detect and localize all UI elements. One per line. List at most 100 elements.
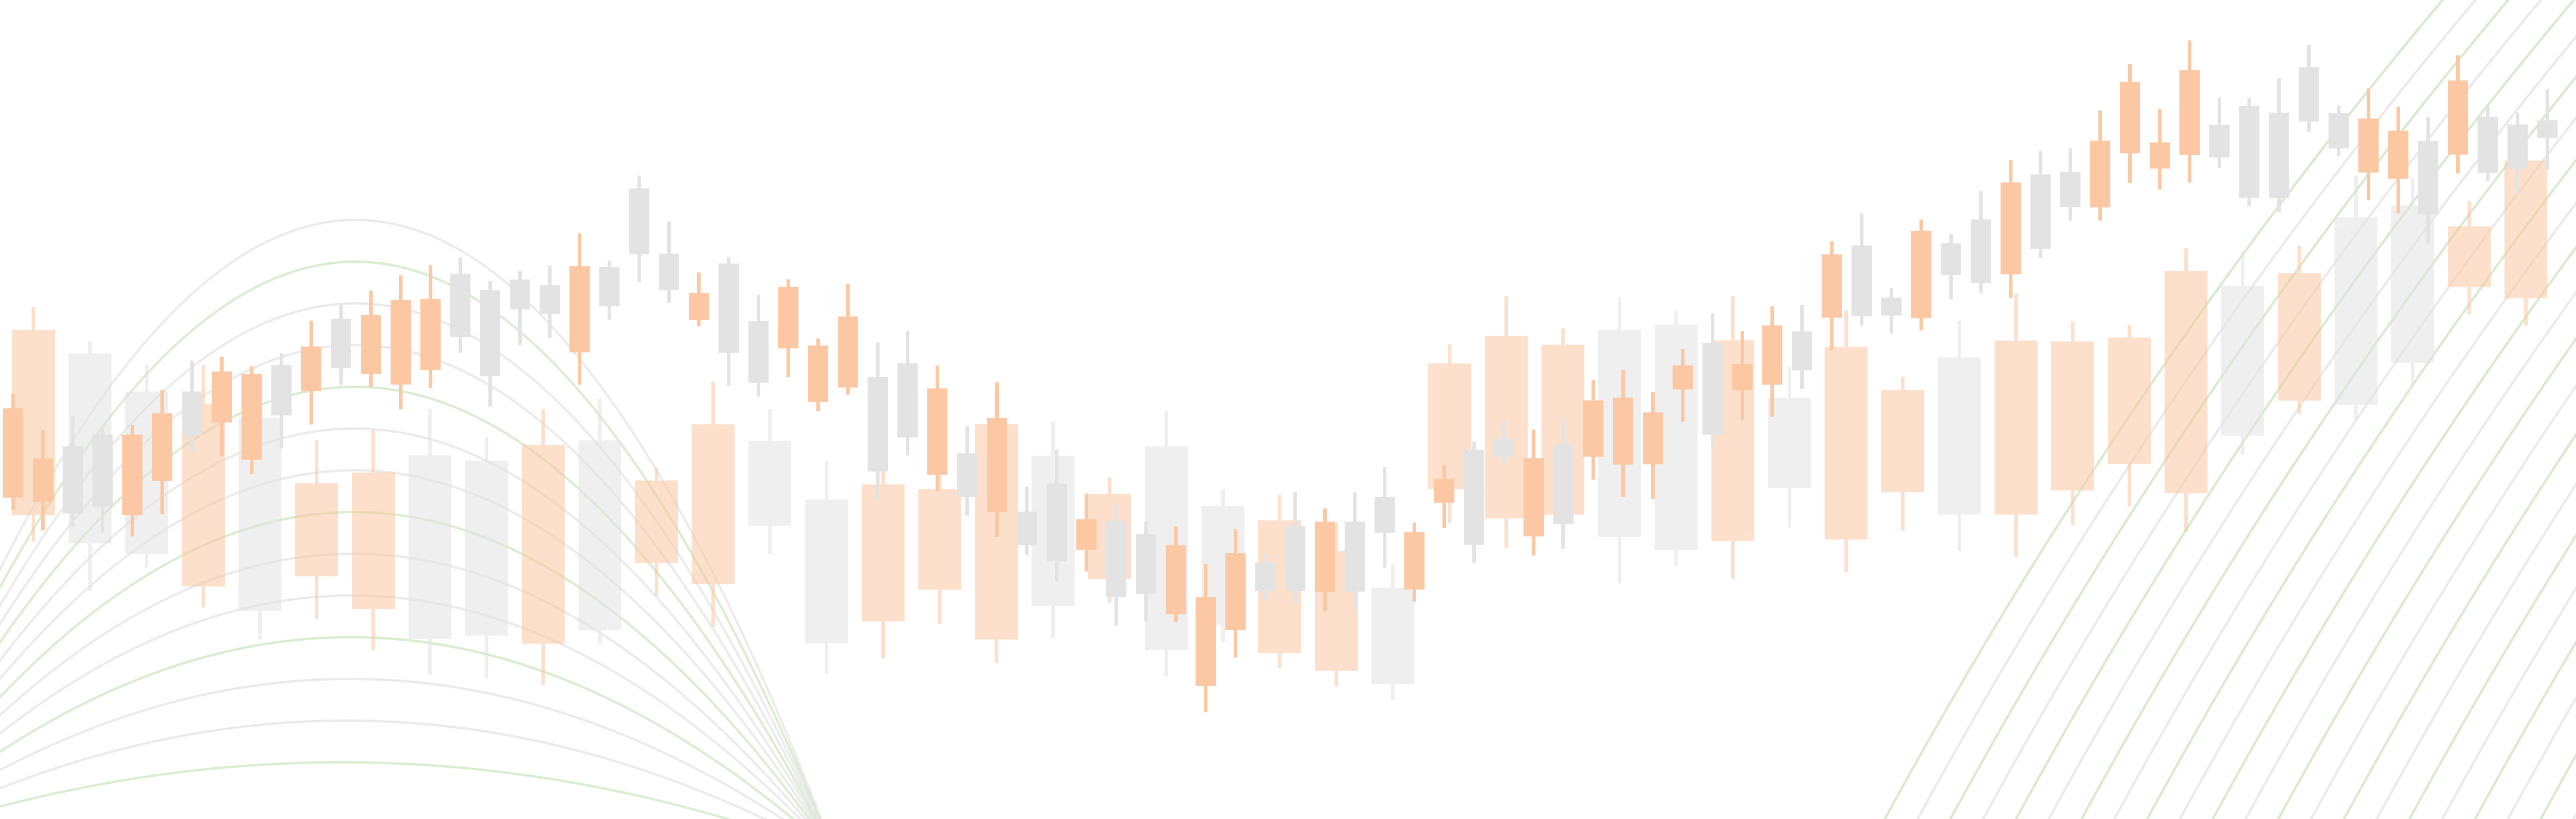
candle-body [1825,346,1868,540]
bullish-candle [391,275,411,410]
bullish-candle [301,321,321,425]
candle-body [1613,398,1633,465]
candle-body [808,345,828,402]
curve-line [2178,201,2576,819]
curve-line [2441,586,2576,819]
bearish-candle [1938,320,1981,551]
candle-body [182,391,202,436]
bearish-candle [629,175,649,283]
candle-body [748,321,769,383]
candle-body [868,377,888,472]
bullish-candle [3,393,23,510]
bearish-candle [182,360,202,451]
bearish-candle [1881,287,1902,334]
bearish-candle [659,221,679,303]
bearish-candle [2478,107,2498,181]
candle-body [2507,124,2528,169]
bullish-candle [1711,296,1754,579]
bearish-candle [1136,522,1156,622]
candle-body [578,440,621,631]
bullish-candle [1995,293,2038,557]
candle-body [2537,120,2558,138]
candle-body [1768,398,1811,488]
curve-line [0,344,819,819]
bearish-candle [1464,441,1484,563]
candle-body [659,253,679,290]
curve-line [0,386,818,819]
candle-body [635,480,678,563]
bullish-candle [2108,324,2151,507]
bullish-candle [918,467,961,624]
bullish-candle [1315,508,1335,612]
bearish-candle [1494,420,1514,466]
candle-body [2448,80,2468,155]
bearish-candle [2329,105,2349,156]
bullish-candle [1485,296,1528,548]
candle-body [212,371,232,423]
candle-body [391,300,411,385]
bearish-candle [92,427,113,533]
candle-body [92,435,113,507]
bullish-candle [2001,160,2021,298]
bearish-candle [2334,175,2377,420]
bearish-candle [805,460,848,674]
candle-body [1971,219,1991,283]
candle-body [987,417,1007,513]
candle-body [450,274,470,337]
candle-body [2221,286,2264,436]
candle-body [1852,245,1872,317]
candle-body [2299,67,2319,122]
candle-body [1464,449,1484,545]
candle-body [2504,160,2547,299]
bearish-candle [599,260,620,320]
bearish-candle [465,437,508,679]
candle-body [2051,341,2094,491]
candle-body [3,408,23,498]
bearish-candle [2507,112,2528,194]
bullish-candle [1732,331,1753,420]
bullish-candle [2179,40,2200,183]
candle-body [719,263,739,353]
bullish-candle [1643,392,1663,499]
candle-body [1017,511,1037,545]
candle-body [629,188,649,255]
bullish-candle [2278,246,2321,414]
candle-body [1938,357,1981,515]
candle-body [2150,142,2170,169]
bearish-candle [408,408,451,676]
candle-body [1166,545,1186,615]
curve-line [0,302,821,819]
curve-line [2113,116,2576,819]
candle-body [1485,336,1528,519]
candle-body [33,458,53,502]
bullish-candle [635,467,678,596]
bearish-candle [868,342,888,501]
candle-body [2388,131,2408,179]
candle-body [2060,172,2080,207]
candle-body [2165,271,2207,494]
curve-line [2211,245,2576,819]
candle-body [242,374,262,460]
candle-body [1285,526,1305,591]
bullish-candle [927,365,948,492]
candle-body [1374,497,1395,533]
bearish-candle [2221,252,2264,455]
foreground-candles-layer [3,40,2558,712]
bullish-candle [152,390,172,514]
curve-line [0,677,785,819]
candle-body [408,455,451,639]
candle-body [957,453,977,498]
candle-body [152,413,172,481]
bullish-candle [295,439,338,619]
candle-body [1881,389,1924,492]
candle-body [510,280,530,309]
bullish-candle [2448,55,2468,174]
curve-line [0,427,816,819]
candle-body [748,440,791,526]
candle-body [778,287,798,349]
bearish-candle [897,331,918,455]
bullish-candle [361,290,381,387]
candle-body [1255,562,1275,591]
candle-body [420,299,441,371]
candle-body [522,445,565,644]
